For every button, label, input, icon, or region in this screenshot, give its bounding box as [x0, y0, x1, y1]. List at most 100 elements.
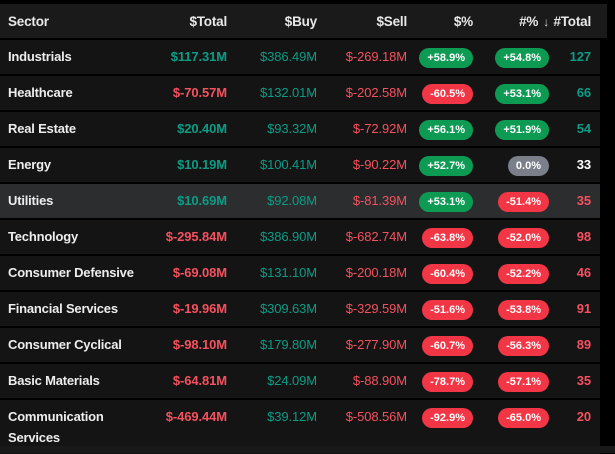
table-row[interactable]: Industrials $117.31M $386.49M $-269.18M …: [0, 40, 600, 74]
total-value: $10.69M: [177, 193, 227, 208]
count-total: 98: [576, 229, 591, 244]
table-row[interactable]: Financial Services $-19.96M $309.63M $-3…: [0, 292, 600, 326]
dollar-pct-badge: -78.7%: [422, 372, 473, 392]
sector-name: Basic Materials: [8, 373, 100, 388]
count-pct-badge: -51.4%: [498, 192, 549, 212]
count-total: 35: [576, 373, 591, 388]
sector-name: Utilities: [8, 193, 54, 208]
column-header-dollar-buy[interactable]: $Buy: [284, 13, 317, 29]
table-row[interactable]: Consumer Cyclical $-98.10M $179.80M $-27…: [0, 328, 600, 362]
buy-value: $386.90M: [259, 229, 317, 244]
sector-name: Technology: [8, 229, 78, 244]
buy-value: $131.10M: [259, 265, 317, 280]
column-header-sector[interactable]: Sector: [8, 13, 49, 29]
column-header-count-pct[interactable]: #% ↓: [473, 14, 549, 29]
table-row[interactable]: Utilities $10.69M $92.08M $-81.39M +53.1…: [0, 184, 600, 218]
sector-name: Consumer Defensive: [8, 265, 134, 280]
total-value: $-64.81M: [172, 373, 227, 388]
column-header-dollar-pct[interactable]: $%: [453, 13, 473, 29]
count-pct-badge: +53.1%: [495, 84, 549, 104]
column-header-count-total[interactable]: #Total: [553, 13, 591, 29]
count-pct-badge: -52.2%: [498, 264, 549, 284]
buy-value: $309.63M: [259, 301, 317, 316]
count-total: 91: [576, 301, 591, 316]
count-pct-badge: +54.8%: [495, 48, 549, 68]
total-value: $117.31M: [170, 49, 227, 64]
sell-value: $-202.58M: [345, 85, 407, 100]
total-value: $-69.08M: [172, 265, 227, 280]
sell-value: $-508.56M: [345, 409, 407, 424]
sell-value: $-90.22M: [352, 157, 407, 172]
sell-value: $-81.39M: [352, 193, 407, 208]
count-pct-label: #%: [519, 13, 539, 29]
bottom-panel-edge: [0, 446, 615, 453]
total-value: $-70.57M: [172, 85, 227, 100]
total-value: $20.40M: [177, 121, 227, 136]
count-total: 46: [576, 265, 591, 280]
sell-value: $-88.90M: [352, 373, 407, 388]
count-pct-badge: 0.0%: [507, 156, 549, 176]
sell-value: $-682.74M: [345, 229, 407, 244]
column-header-dollar-total[interactable]: $Total: [189, 13, 227, 29]
dollar-pct-badge: +58.9%: [419, 48, 473, 68]
total-value: $-469.44M: [165, 409, 227, 424]
dollar-pct-badge: +56.1%: [419, 120, 473, 140]
buy-value: $39.12M: [267, 409, 317, 424]
count-total: 33: [576, 157, 591, 172]
table-row[interactable]: Technology $-295.84M $386.90M $-682.74M …: [0, 220, 600, 254]
sector-name: Financial Services: [8, 301, 118, 316]
total-value: $-295.84M: [165, 229, 227, 244]
sector-name: Communication Services: [8, 409, 104, 445]
buy-value: $132.01M: [259, 85, 317, 100]
count-pct-badge: -52.0%: [498, 228, 549, 248]
sell-value: $-72.92M: [352, 121, 407, 136]
table-row[interactable]: Real Estate $20.40M $93.32M $-72.92M +56…: [0, 112, 600, 146]
table-row[interactable]: Communication Services $-469.44M $39.12M…: [0, 400, 600, 454]
count-pct-badge: -56.3%: [498, 336, 549, 356]
dollar-pct-badge: -60.4%: [422, 264, 473, 284]
dollar-pct-badge: -63.8%: [422, 228, 473, 248]
table-body: Industrials $117.31M $386.49M $-269.18M …: [0, 40, 615, 454]
sector-name: Consumer Cyclical: [8, 337, 122, 352]
dollar-pct-badge: +53.1%: [419, 192, 473, 212]
total-value: $-19.96M: [172, 301, 227, 316]
dollar-pct-badge: -92.9%: [422, 408, 473, 428]
sell-value: $-329.59M: [345, 301, 407, 316]
table-header: Sector $Total $Buy $Sell $% #% ↓ #Total: [0, 4, 607, 38]
count-total: 66: [576, 85, 591, 100]
sell-value: $-269.18M: [345, 49, 407, 64]
sector-name: Real Estate: [8, 121, 76, 136]
total-value: $10.19M: [177, 157, 227, 172]
sell-value: $-200.18M: [345, 265, 407, 280]
count-total: 20: [576, 409, 591, 424]
column-header-dollar-sell[interactable]: $Sell: [376, 13, 407, 29]
sector-name: Healthcare: [8, 85, 73, 100]
sell-value: $-277.90M: [345, 337, 407, 352]
table-row[interactable]: Energy $10.19M $100.41M $-90.22M +52.7% …: [0, 148, 600, 182]
dollar-pct-badge: -51.6%: [422, 300, 473, 320]
count-total: 127: [569, 49, 591, 64]
sort-descending-icon: ↓: [543, 14, 549, 29]
dollar-pct-badge: -60.5%: [422, 84, 473, 104]
table-row[interactable]: Healthcare $-70.57M $132.01M $-202.58M -…: [0, 76, 600, 110]
table-row[interactable]: Consumer Defensive $-69.08M $131.10M $-2…: [0, 256, 600, 290]
sector-name: Industrials: [8, 49, 72, 64]
dollar-pct-badge: +52.7%: [419, 156, 473, 176]
count-total: 54: [576, 121, 591, 136]
count-pct-badge: -57.1%: [498, 372, 549, 392]
buy-value: $386.49M: [259, 49, 317, 64]
buy-value: $179.80M: [259, 337, 317, 352]
dollar-pct-badge: -60.7%: [422, 336, 473, 356]
buy-value: $92.08M: [267, 193, 317, 208]
count-total: 89: [576, 337, 591, 352]
total-value: $-98.10M: [172, 337, 227, 352]
buy-value: $24.09M: [267, 373, 317, 388]
count-pct-badge: -65.0%: [498, 408, 549, 428]
count-pct-badge: -53.8%: [498, 300, 549, 320]
table-row[interactable]: Basic Materials $-64.81M $24.09M $-88.90…: [0, 364, 600, 398]
buy-value: $93.32M: [267, 121, 317, 136]
count-pct-badge: +51.9%: [495, 120, 549, 140]
buy-value: $100.41M: [259, 157, 317, 172]
count-total: 35: [576, 193, 591, 208]
